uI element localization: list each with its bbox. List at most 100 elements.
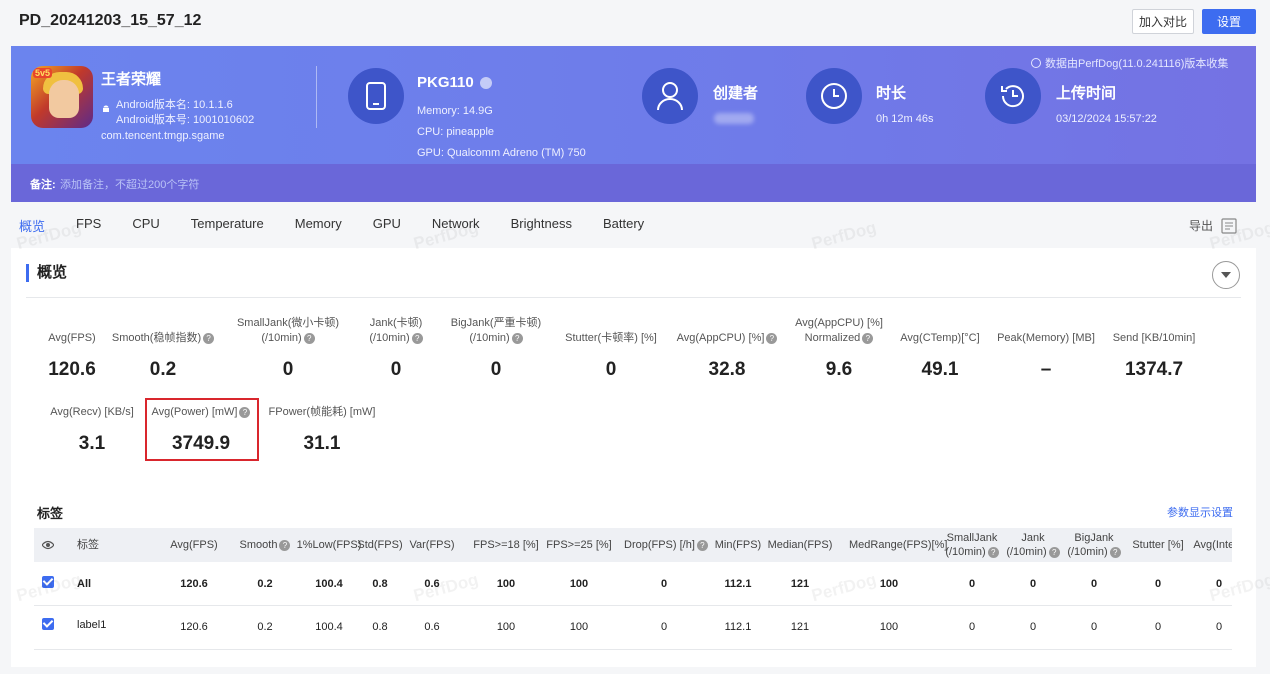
metric-value-avg-appcpu: 32.8 (708, 359, 746, 380)
metric-label-avg-appcpu: Avg(AppCPU) [%]? (657, 316, 797, 346)
chevron-down-icon (1221, 272, 1231, 278)
tab-cpu[interactable]: CPU (132, 216, 160, 231)
phone-icon (348, 68, 404, 124)
table-cell: 0.8 (372, 621, 388, 633)
table-row[interactable]: All 120.6 0.2 100.4 0.8 0.6 100 100 0 112.1 121 100… (34, 562, 1232, 606)
column-header: Min(FPS) (714, 539, 762, 551)
table-cell: 0 (1215, 578, 1223, 590)
info-icon[interactable] (479, 77, 492, 90)
eye-icon[interactable] (42, 540, 54, 550)
table-cell: 0 (1090, 621, 1098, 633)
row-label: All (77, 578, 92, 590)
metric-label-smooth: Smooth(稳帧指数)? (93, 316, 233, 346)
metric-label-line2: Avg(FPS) (48, 332, 96, 344)
tab-brightness[interactable]: Brightness (510, 216, 572, 231)
table-cell: 100 (569, 621, 589, 633)
help-icon[interactable]: ? (239, 406, 251, 418)
help-icon[interactable]: ? (303, 332, 315, 344)
history-icon (985, 68, 1041, 124)
collapse-button[interactable] (1212, 261, 1240, 289)
table-row[interactable]: label1 120.6 0.2 100.4 0.8 0.6 100 100 0 112.1 121… (34, 606, 1232, 650)
tab-battery[interactable]: Battery (602, 216, 645, 231)
help-icon[interactable]: ? (411, 332, 423, 344)
tab-memory[interactable]: Memory (294, 216, 342, 231)
table-cell: 100 (569, 578, 589, 590)
metric-label-line1: Jank(卡顿) (369, 317, 423, 329)
info-circle-icon (1031, 58, 1041, 68)
column-header: Stutter [%] (1132, 539, 1184, 551)
row-label: label1 (77, 619, 107, 631)
tags-title: 标签 (37, 506, 64, 521)
upload-value: 03/12/2024 15:57:22 (1056, 113, 1157, 125)
row-checkbox[interactable] (42, 576, 54, 588)
table-cell: 112.1 (724, 621, 752, 633)
table-cell: 100 (879, 621, 899, 633)
metric-value-jank: 0 (390, 359, 402, 380)
column-header: Median(FPS) (767, 539, 833, 551)
table-cell: 0 (660, 578, 668, 590)
help-icon[interactable]: ? (279, 539, 291, 551)
metric-label-jank: Jank(卡顿) (/10min)? (326, 316, 466, 346)
page-title: PD_20241203_15_57_12 (19, 12, 202, 29)
table-cell: 121 (790, 621, 810, 633)
metric-label-fpower: FPower(帧能耗) [mW] (268, 406, 376, 418)
help-icon[interactable]: ? (511, 332, 523, 344)
row-checkbox[interactable] (42, 618, 54, 630)
table-cell: 0.6 (424, 621, 440, 633)
creator-name-blurred (714, 113, 754, 124)
table-cell: 0 (1154, 621, 1162, 633)
device-cpu: CPU: pineapple (417, 126, 495, 138)
column-header: Avg(FPS) (170, 539, 218, 551)
table-cell: 0 (1090, 578, 1098, 590)
metric-label-line2: (/10min)? (218, 331, 358, 346)
table-cell: 0 (660, 621, 668, 633)
param-settings-link[interactable]: 参数显示设置 (1167, 507, 1233, 519)
metric-label-line2: (/10min)? (426, 331, 566, 346)
settings-button[interactable]: 设置 (1202, 9, 1256, 34)
table-cell: 100.4 (315, 578, 343, 590)
help-icon[interactable]: ? (987, 546, 999, 558)
upload-title: 上传时间 (1056, 85, 1117, 102)
table-cell: 0.6 (424, 578, 440, 590)
note-input[interactable]: 添加备注，不超过200个字符 (60, 179, 200, 191)
metric-label-line1: Avg(AppCPU) [%] (795, 317, 883, 329)
user-icon (642, 68, 698, 124)
table-header: 标签 Avg(FPS) Smooth? 1%Low(FPS) Std(FPS) Var(F… (34, 528, 1232, 562)
table-cell: 0 (1154, 578, 1162, 590)
column-header: 1%Low(FPS) (296, 539, 362, 551)
overview-card: 概览 Avg(FPS) 120.6 Smooth(稳帧指数)? 0.2 SmallJa… (11, 218, 1270, 667)
metric-label-line1: SmallJank(微小卡顿) (236, 317, 340, 329)
help-icon[interactable]: ? (1109, 546, 1121, 558)
android-version-name: Android版本名: 10.1.1.6 (116, 99, 233, 111)
table-cell: 120.6 (180, 578, 208, 590)
column-header: Std(FPS) (357, 539, 403, 551)
export-button[interactable]: 导出 (1189, 217, 1237, 234)
summary-banner: 5v5 王者荣耀 Android版本名: 10.1.1.6 Android版本号… (11, 46, 1256, 202)
column-header: MedRange(FPS)[%] (849, 539, 948, 551)
help-icon[interactable]: ? (203, 332, 215, 344)
tab-network[interactable]: Network (431, 216, 480, 231)
metric-label-peak-memory: Peak(Memory) [MB] (976, 316, 1116, 346)
metric-label-line2: Avg(CTemp)[°C] (900, 332, 980, 344)
metric-label-line1 (93, 316, 233, 331)
tab-overview[interactable]: 概览 (19, 219, 46, 234)
table-cell: 0 (968, 621, 976, 633)
table-cell: 120.6 (180, 621, 208, 633)
help-icon[interactable]: ? (1048, 546, 1060, 558)
add-compare-button[interactable]: 加入对比 (1132, 9, 1194, 34)
tab-gpu[interactable]: GPU (372, 216, 401, 231)
column-header: SmallJank (/10min)? (945, 532, 999, 558)
table-cell: 0 (1215, 621, 1223, 633)
tab-temperature[interactable]: Temperature (190, 216, 264, 231)
column-header: Jank (/10min)? (993, 531, 1073, 559)
note-label: 备注: (30, 179, 56, 191)
tab-fps[interactable]: FPS (76, 216, 102, 231)
help-icon[interactable]: ? (766, 332, 778, 344)
metric-value-avg-ctemp: 49.1 (921, 359, 959, 380)
help-icon[interactable]: ? (696, 539, 708, 551)
help-icon[interactable]: ? (862, 332, 874, 344)
duration-title: 时长 (876, 85, 907, 102)
table-cell: 0.2 (257, 578, 273, 590)
app-icon-tag: 5v5 (33, 68, 53, 78)
metric-value-big-jank: 0 (490, 359, 502, 380)
